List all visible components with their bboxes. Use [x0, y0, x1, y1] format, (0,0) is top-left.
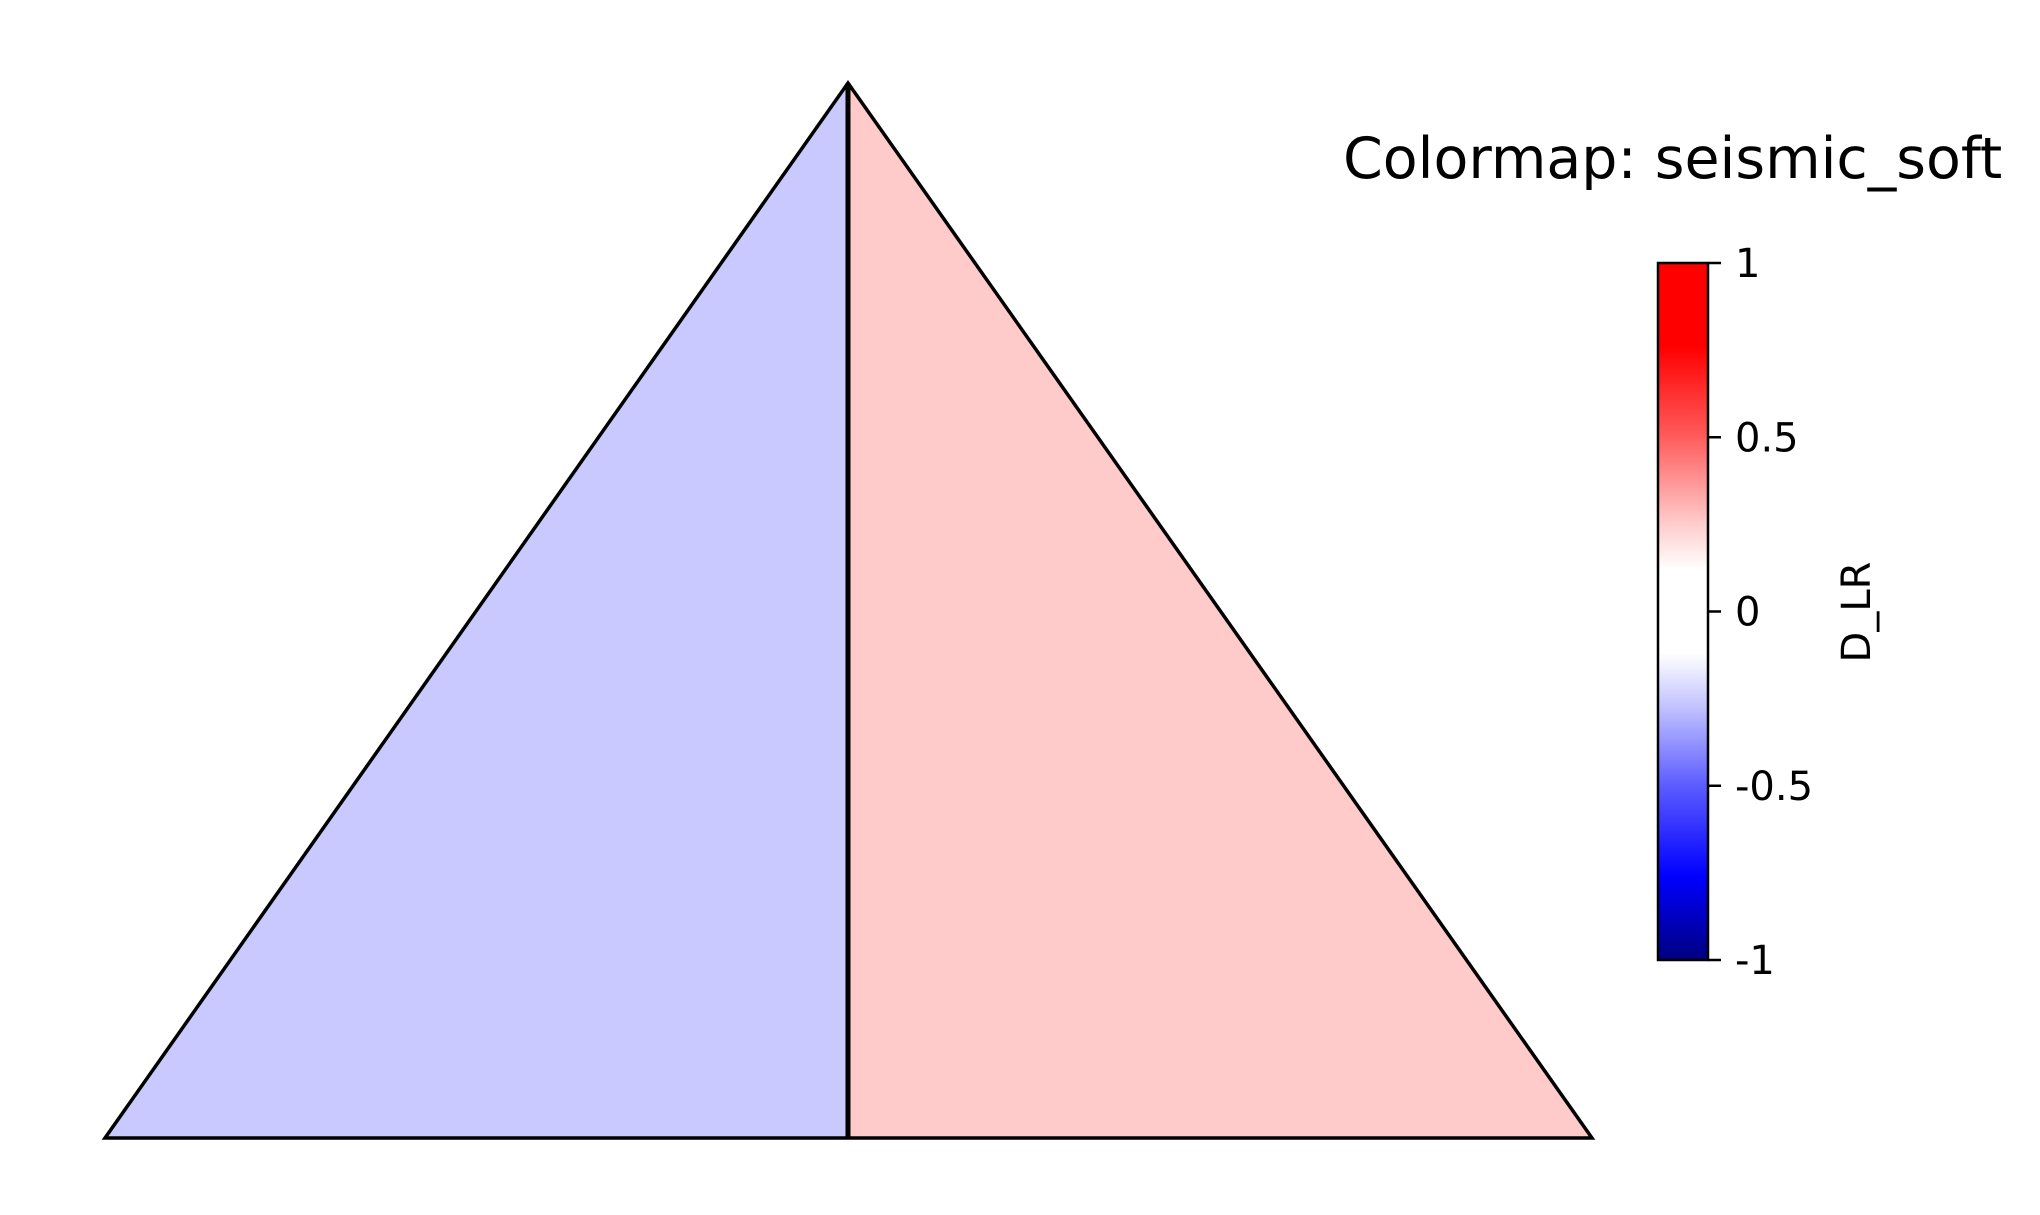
colorbar-tick-label: 0	[1735, 590, 1760, 636]
colorbar-gradient	[1656, 261, 1710, 962]
colorbar-tick-label: 0.5	[1735, 415, 1799, 461]
colorbar-label: D_LR	[1834, 562, 1880, 663]
colorbar-tick-label: -1	[1735, 938, 1775, 984]
colorbar: 1 0.5 0 -0.5 -1 D_LR	[1656, 241, 1880, 984]
colorbar-ticks: 1 0.5 0 -0.5 -1	[1708, 241, 1813, 984]
ternary-plot	[101, 79, 1596, 1140]
colorbar-tick-label: 1	[1735, 241, 1760, 287]
colorbar-tick-label: -0.5	[1735, 764, 1813, 810]
chart-title: Colormap: seismic_soft	[1343, 126, 2002, 192]
